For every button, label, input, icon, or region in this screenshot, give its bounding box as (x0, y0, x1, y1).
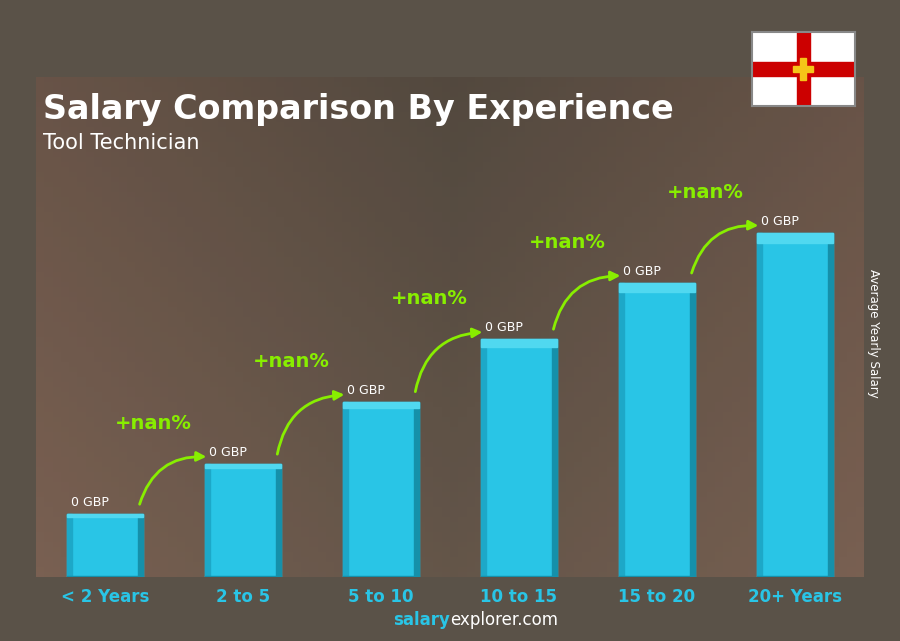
Bar (757, 576, 832, 577)
Bar (553, 340, 557, 577)
Bar (343, 576, 419, 577)
Bar (619, 576, 695, 577)
Bar (757, 233, 761, 577)
Text: Average Yearly Salary: Average Yearly Salary (868, 269, 880, 397)
Bar (414, 402, 419, 577)
Bar (619, 283, 695, 292)
Bar (343, 402, 419, 577)
Bar (828, 233, 832, 577)
Text: +nan%: +nan% (253, 352, 329, 370)
Bar (67, 514, 143, 517)
Bar (481, 340, 557, 347)
Bar (619, 283, 695, 577)
Text: +nan%: +nan% (529, 233, 606, 252)
Text: Salary Comparison By Experience: Salary Comparison By Experience (43, 92, 673, 126)
Bar (205, 576, 281, 577)
Bar (793, 65, 814, 72)
Bar (67, 514, 72, 577)
Text: +nan%: +nan% (115, 414, 192, 433)
Bar (276, 464, 281, 577)
Text: salary: salary (393, 612, 450, 629)
Bar (796, 32, 810, 106)
Text: 0 GBP: 0 GBP (623, 265, 662, 278)
Bar (343, 402, 419, 408)
Bar (67, 576, 143, 577)
Text: 0 GBP: 0 GBP (347, 384, 385, 397)
Bar (481, 340, 486, 577)
Bar (343, 402, 347, 577)
Bar (481, 576, 557, 577)
Bar (205, 464, 281, 469)
Bar (205, 464, 281, 577)
Bar (757, 233, 832, 577)
Bar (205, 464, 210, 577)
Text: 0 GBP: 0 GBP (761, 215, 799, 228)
Bar (757, 233, 832, 243)
Text: 0 GBP: 0 GBP (485, 321, 523, 335)
Text: Tool Technician: Tool Technician (43, 133, 200, 153)
Text: +nan%: +nan% (667, 183, 743, 202)
Text: explorer.com: explorer.com (450, 612, 558, 629)
Text: 0 GBP: 0 GBP (71, 496, 109, 510)
Bar (800, 58, 806, 79)
Bar (619, 283, 624, 577)
Bar (481, 340, 557, 577)
Bar (752, 62, 855, 76)
Bar (139, 514, 143, 577)
Text: +nan%: +nan% (391, 289, 468, 308)
Text: 0 GBP: 0 GBP (209, 446, 248, 460)
Bar (690, 283, 695, 577)
Bar (67, 514, 143, 577)
